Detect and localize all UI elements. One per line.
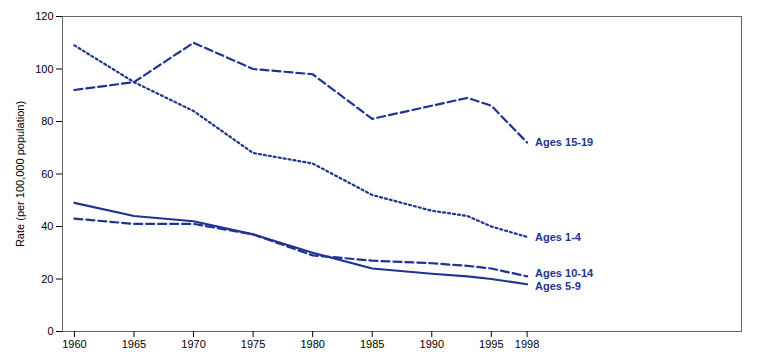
svg-text:1960: 1960 — [62, 338, 86, 350]
svg-text:Rate (per 100,000 population): Rate (per 100,000 population) — [14, 101, 26, 247]
svg-text:1980: 1980 — [300, 338, 324, 350]
svg-text:60: 60 — [41, 168, 53, 180]
svg-text:Ages 1-4: Ages 1-4 — [535, 231, 582, 243]
svg-text:1985: 1985 — [360, 338, 384, 350]
svg-text:80: 80 — [41, 115, 53, 127]
svg-text:1995: 1995 — [479, 338, 503, 350]
svg-text:1975: 1975 — [241, 338, 265, 350]
svg-text:1998: 1998 — [515, 338, 539, 350]
svg-text:100: 100 — [35, 63, 53, 75]
svg-text:0: 0 — [47, 325, 53, 337]
svg-text:120: 120 — [35, 10, 53, 22]
svg-text:Ages 5-9: Ages 5-9 — [535, 280, 581, 292]
svg-text:1970: 1970 — [181, 338, 205, 350]
svg-text:1990: 1990 — [420, 338, 444, 350]
svg-text:Ages 10-14: Ages 10-14 — [535, 267, 594, 279]
svg-text:Ages 15-19: Ages 15-19 — [535, 136, 593, 148]
svg-text:1965: 1965 — [122, 338, 146, 350]
svg-text:20: 20 — [41, 273, 53, 285]
svg-text:40: 40 — [41, 220, 53, 232]
